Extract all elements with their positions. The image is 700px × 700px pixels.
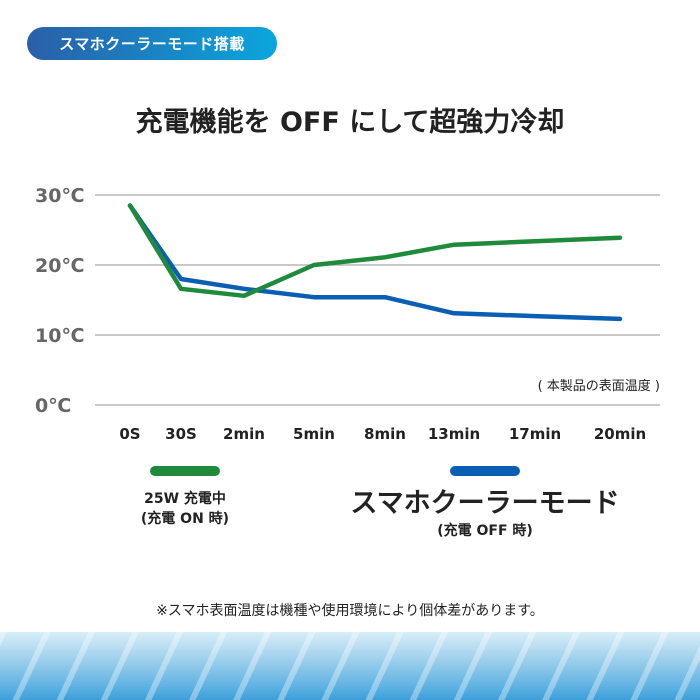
- series-line-1: [127, 203, 623, 322]
- ice-background-image: [0, 632, 700, 700]
- legend-blue-sublabel: (充電 OFF 時): [437, 523, 533, 539]
- y-tick-label: 0℃: [35, 395, 71, 417]
- x-tick-label: 30S: [165, 425, 197, 443]
- y-tick-label: 20℃: [35, 255, 84, 277]
- x-tick-label: 13min: [428, 425, 480, 443]
- legend-green: 25W 充電中 (充電 ON 時): [130, 466, 240, 528]
- feature-badge: スマホクーラーモード搭載: [27, 27, 277, 60]
- x-tick-label: 17min: [509, 425, 561, 443]
- x-tick-label: 0S: [119, 425, 140, 443]
- x-tick-label: 20min: [594, 425, 646, 443]
- page-title: 充電機能を OFF にして超強力冷却: [135, 107, 565, 138]
- series-line-0: [127, 203, 623, 299]
- y-tick-label: 30℃: [35, 185, 84, 207]
- chart-annotation: ( 本製品の表面温度 ): [538, 378, 660, 394]
- legend-green-label: 25W 充電中: [144, 491, 226, 507]
- disclaimer-note: ※スマホ表面温度は機種や使用環境により個体差があります。: [156, 603, 544, 619]
- legend-green-sublabel: (充電 ON 時): [140, 511, 230, 527]
- legend-blue-swatch: [450, 466, 520, 476]
- x-tick-label: 5min: [293, 425, 335, 443]
- x-tick-label: 8min: [364, 425, 406, 443]
- x-tick-label: 2min: [223, 425, 265, 443]
- legend-green-swatch: [150, 466, 220, 476]
- y-tick-label: 10℃: [35, 325, 84, 347]
- line-chart: 0℃ 10℃ 20℃ 30℃ 0S 30S 2min 5min 8min 13min 17min 20…: [35, 185, 660, 443]
- legend-blue: スマホクーラーモード (充電 OFF 時): [330, 466, 640, 540]
- legend-blue-label: スマホクーラーモード: [350, 488, 620, 519]
